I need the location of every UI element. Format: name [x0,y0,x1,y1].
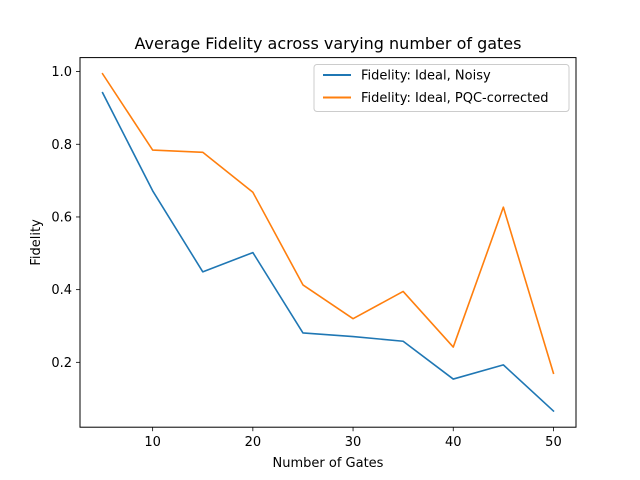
chart-title: Average Fidelity across varying number o… [135,34,522,53]
legend: Fidelity: Ideal, Noisy Fidelity: Ideal, … [313,64,570,112]
tick-layer: 10 20 30 40 50 0.2 0.4 0.6 0.8 1.0 [51,65,561,450]
y-tick-label: 0.8 [51,138,72,153]
x-tick-label: 10 [144,435,161,450]
y-tick-label: 0.2 [51,356,72,371]
legend-label-noisy: Fidelity: Ideal, Noisy [361,69,491,84]
x-tick-label: 50 [545,435,562,450]
legend-box [313,64,570,112]
y-tick-label: 0.6 [51,210,72,225]
series-layer [101,72,555,413]
x-axis-label: Number of Gates [273,456,384,471]
y-tick-label: 0.4 [51,283,72,298]
x-tick-label: 30 [345,435,362,450]
y-tick-label: 1.0 [51,65,72,80]
plot-frame [79,57,577,428]
series-line-fidelity-ideal-pqc-corrected [101,72,555,375]
x-tick-label: 20 [245,435,262,450]
series-line-fidelity-ideal-noisy [101,91,555,413]
y-axis-label: Fidelity [29,219,44,266]
x-tick-label: 40 [445,435,462,450]
legend-label-pqc-corrected: Fidelity: Ideal, PQC-corrected [361,91,549,106]
